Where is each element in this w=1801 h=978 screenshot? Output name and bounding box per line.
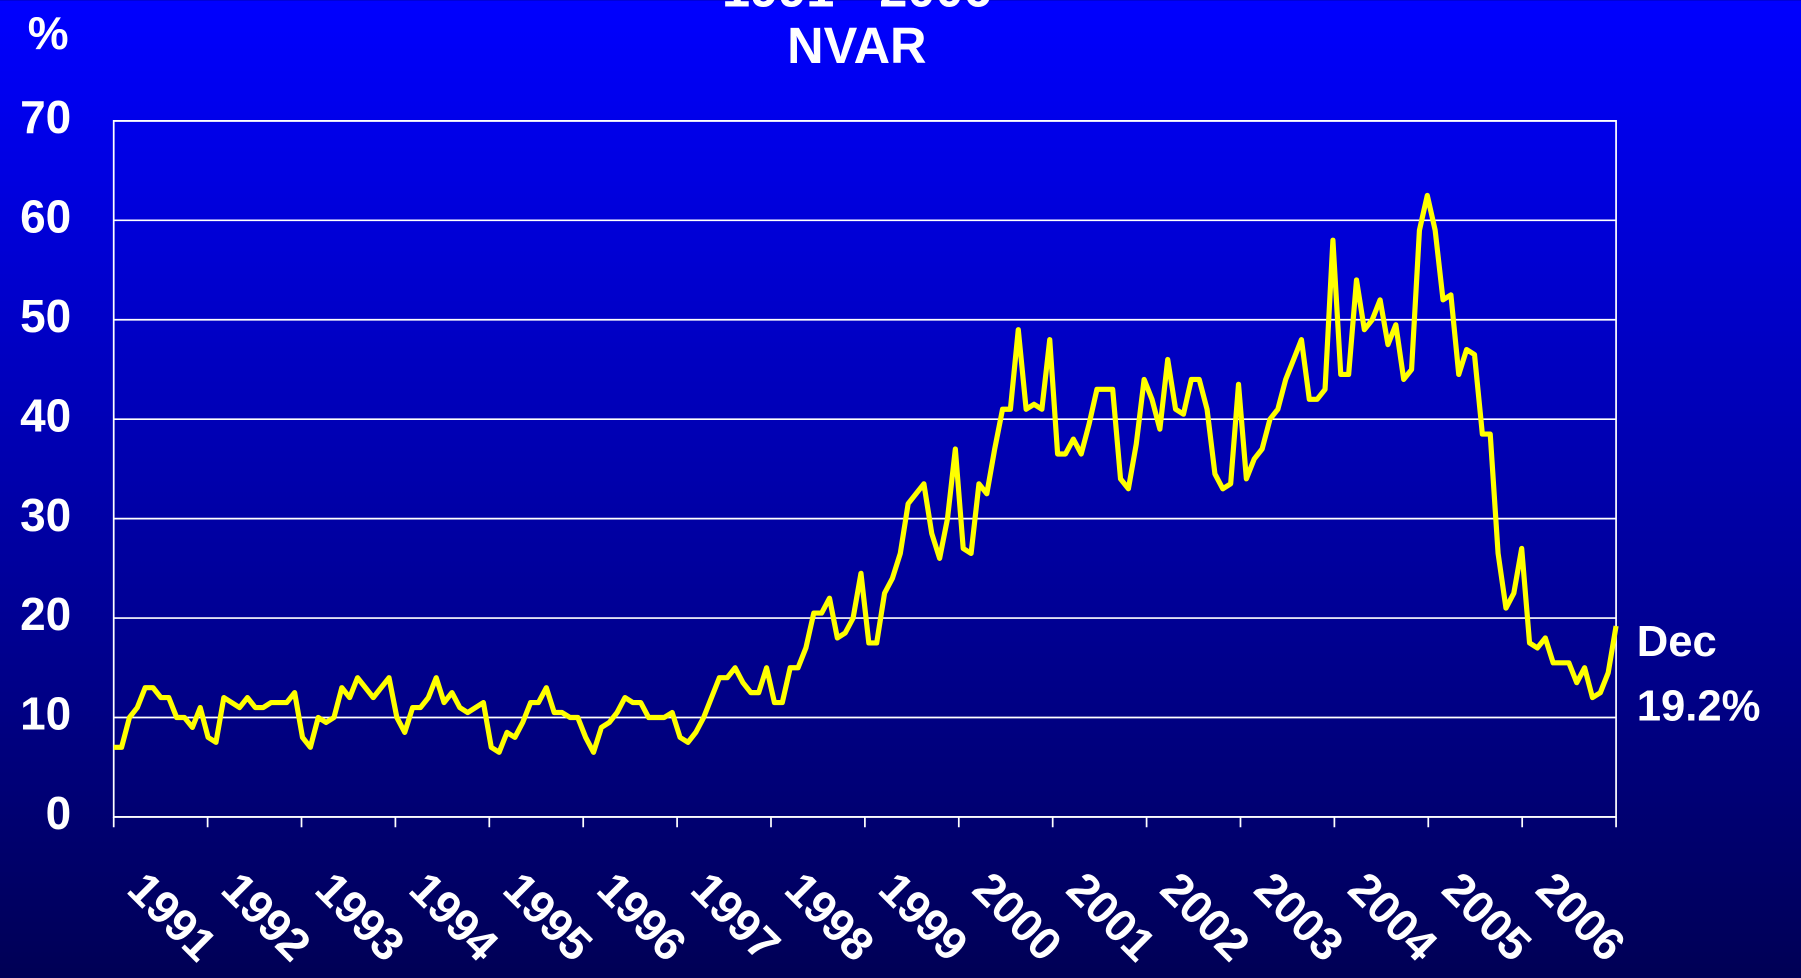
y-tick-label: 40 [20, 389, 71, 441]
y-tick-label: 10 [20, 688, 71, 740]
y-tick-label: 20 [20, 588, 71, 640]
y-tick-label: 0 [46, 787, 72, 839]
data-line [113, 192, 1619, 755]
chart-subtitle: NVAR [787, 17, 926, 74]
y-tick-label: 30 [20, 489, 71, 541]
chart-title: 1991 - 2006 [722, 0, 992, 18]
annotation: Dec [1637, 617, 1717, 666]
y-tick-label: 60 [20, 190, 71, 242]
y-tick-label: 50 [20, 290, 71, 342]
y-axis-label: % [28, 7, 69, 59]
y-tick-label: 70 [20, 91, 71, 143]
annotation: 19.2% [1637, 681, 1761, 730]
